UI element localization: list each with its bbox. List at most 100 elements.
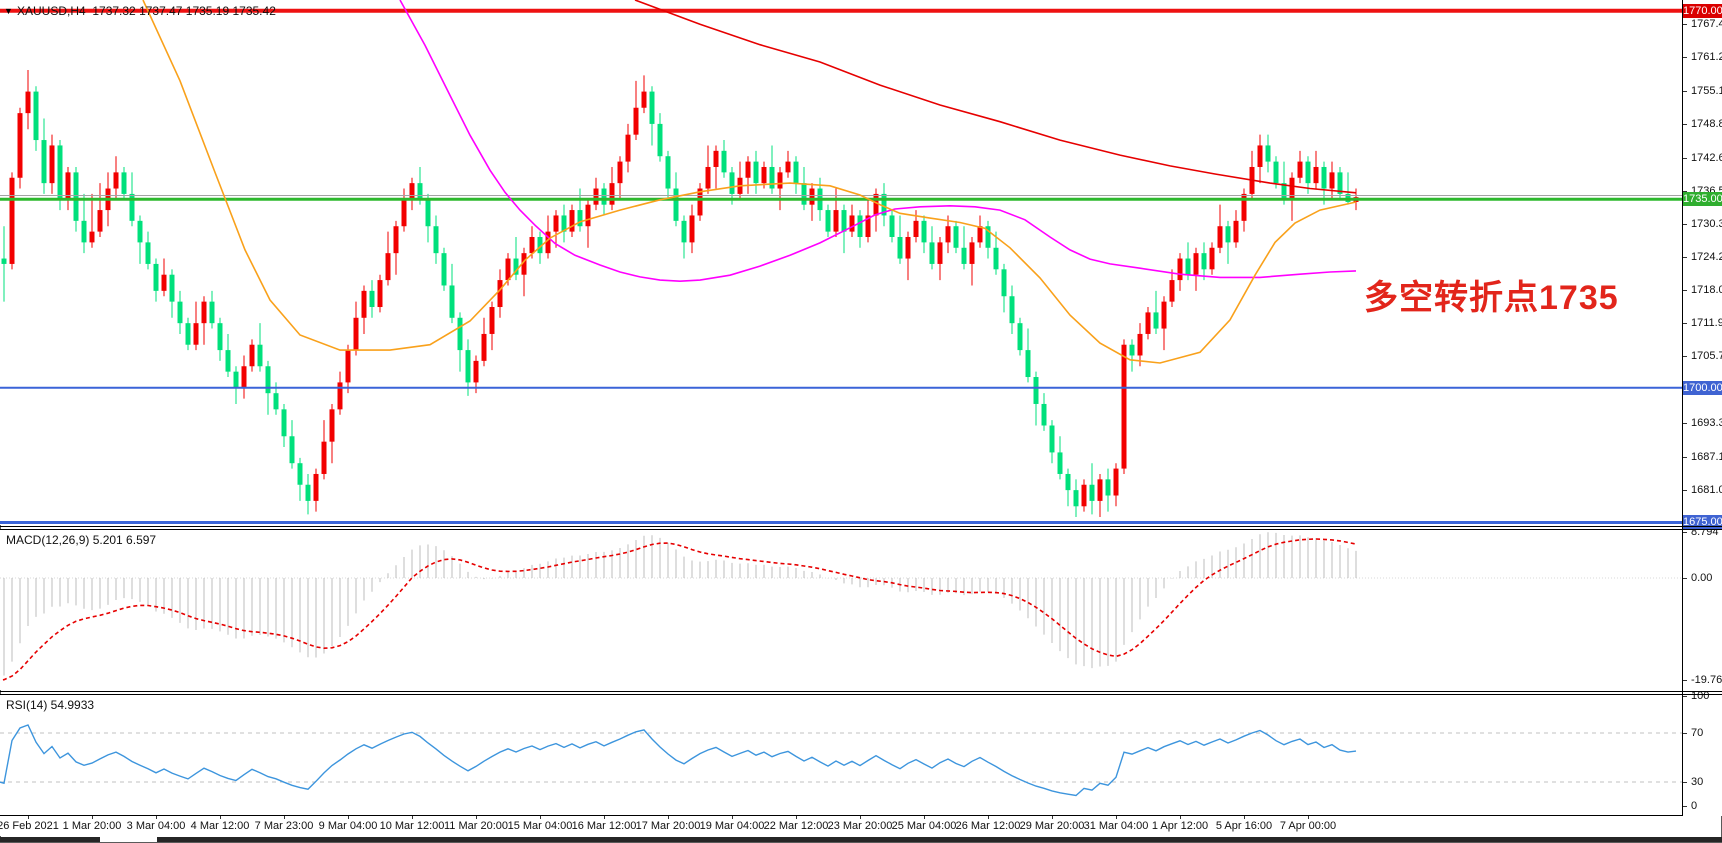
price-badge-1700.00: 1700.00: [1683, 380, 1722, 395]
macd-scale-label: 0.00: [1691, 571, 1713, 584]
macd-scale-tick: [1683, 680, 1687, 682]
price-axis-label: 1742.65: [1691, 151, 1722, 164]
ma-magenta-mid: [399, 0, 1357, 283]
price-axis-label: 1705.75: [1691, 350, 1722, 363]
macd-label: MACD(12,26,9) 5.201 6.597: [6, 533, 157, 547]
time-tick: [28, 816, 29, 819]
price-tick: [1683, 223, 1687, 225]
time-tick: [476, 816, 477, 819]
main-price-panel[interactable]: ▼ XAUUSD,H4 1737.32 1737.47 1735.19 1735…: [0, 0, 1682, 525]
time-tick: [412, 816, 413, 819]
rsi-label: RSI(14) 54.9933: [6, 698, 95, 712]
ma-red-slow: [634, 0, 1357, 194]
price-tick: [1683, 423, 1687, 425]
time-axis-label: 22 Mar 12:00: [763, 820, 829, 832]
scrollbar-thumb[interactable]: [157, 837, 1722, 842]
time-axis-label: 3 Mar 04:00: [126, 820, 186, 832]
price-axis-label: 1755.10: [1691, 84, 1722, 97]
price-tick: [1683, 290, 1687, 292]
price-axis-label: 1718.05: [1691, 284, 1722, 297]
panel-separator[interactable]: [0, 526, 1722, 527]
time-axis-label: 31 Mar 04:00: [1083, 820, 1149, 832]
axis-separator-line: [1682, 0, 1683, 816]
macd-indicator-panel[interactable]: MACD(12,26,9) 5.201 6.597: [0, 530, 1682, 690]
macd-histogram: [3, 532, 1357, 676]
macd-chart-surface[interactable]: [0, 530, 1682, 690]
panel-separator[interactable]: [0, 691, 1722, 692]
time-axis-label: 7 Mar 23:00: [254, 820, 314, 832]
time-tick: [924, 816, 925, 819]
price-badge-1735.00: 1735.00: [1683, 192, 1722, 207]
time-axis-label: 1 Apr 12:00: [1151, 820, 1209, 832]
price-tick: [1683, 24, 1687, 26]
time-tick: [348, 816, 349, 819]
price-tick: [1683, 356, 1687, 358]
time-tick: [540, 816, 541, 819]
macd-scale-tick: [1683, 577, 1687, 579]
price-tick: [1683, 489, 1687, 491]
macd-signal-line: [0, 538, 1357, 682]
time-tick: [284, 816, 285, 819]
price-badge-1770.00: 1770.00: [1683, 3, 1722, 18]
price-tick: [1683, 256, 1687, 258]
price-chart-surface[interactable]: [0, 0, 1682, 525]
price-axis-label: 1687.15: [1691, 450, 1722, 463]
price-axis-label: 1748.80: [1691, 118, 1722, 131]
time-axis-label: 9 Mar 04:00: [318, 820, 378, 832]
rsi-scale-label: 70: [1691, 726, 1704, 739]
time-axis-label: 23 Mar 20:00: [827, 820, 893, 832]
time-tick: [1308, 816, 1309, 819]
scrollbar-thumb[interactable]: [0, 837, 100, 842]
rsi-indicator-panel[interactable]: RSI(14) 54.9933: [0, 695, 1682, 815]
time-axis[interactable]: 26 Feb 2021 1 Mar 20:00 3 Mar 04:00 4 Mar 1…: [0, 816, 1682, 836]
price-tick: [1683, 323, 1687, 325]
horizontal-scrollbar[interactable]: [0, 837, 1722, 842]
price-axis[interactable]: 1767.401761.251755.101748.801742.651736.…: [1683, 0, 1722, 816]
time-axis-label: 25 Mar 04:00: [891, 820, 957, 832]
time-axis-label: 26 Feb 2021: [0, 820, 59, 832]
candlesticks[interactable]: [0, 70, 1359, 518]
time-axis-label: 4 Mar 12:00: [190, 820, 250, 832]
rsi-line: [0, 724, 1357, 797]
rsi-scale-tick: [1683, 805, 1687, 807]
time-tick: [732, 816, 733, 819]
price-axis-label: 1711.90: [1691, 317, 1722, 330]
time-axis-label: 15 Mar 04:00: [507, 820, 573, 832]
time-tick: [220, 816, 221, 819]
time-axis-label: 29 Mar 20:00: [1019, 820, 1085, 832]
time-tick: [604, 816, 605, 819]
rsi-scale-tick: [1683, 732, 1687, 734]
pivot-annotation-text[interactable]: 多空转折点1735: [1364, 279, 1619, 317]
rsi-scale-tick: [1683, 781, 1687, 783]
time-tick: [988, 816, 989, 819]
rsi-scale-label: 30: [1691, 775, 1704, 788]
time-axis-label: 7 Apr 00:00: [1279, 820, 1337, 832]
price-axis-label: 1761.25: [1691, 51, 1722, 64]
price-axis-label: 1724.20: [1691, 250, 1722, 263]
time-tick: [156, 816, 157, 819]
time-tick: [1180, 816, 1181, 819]
time-tick: [1052, 816, 1053, 819]
rsi-scale-label: 100: [1691, 689, 1710, 702]
price-axis-label: 1693.30: [1691, 417, 1722, 430]
price-axis-label: 1767.40: [1691, 18, 1722, 31]
time-axis-label: 10 Mar 12:00: [379, 820, 445, 832]
rsi-scale-label: 0: [1691, 799, 1698, 812]
time-axis-label: 16 Mar 12:00: [571, 820, 637, 832]
time-tick: [668, 816, 669, 819]
time-axis-label: 1 Mar 20:00: [62, 820, 122, 832]
time-axis-label: 11 Mar 20:00: [443, 820, 509, 832]
time-axis-label: 5 Apr 16:00: [1215, 820, 1273, 832]
time-tick: [1244, 816, 1245, 819]
time-tick: [92, 816, 93, 819]
price-tick: [1683, 157, 1687, 159]
macd-scale-label: -19.761: [1691, 674, 1722, 687]
symbol-ohlc-title: XAUUSD,H4 1737.32 1737.47 1735.19 1735.4…: [17, 4, 276, 18]
panel-separator[interactable]: [0, 529, 1722, 530]
rsi-chart-surface[interactable]: [0, 695, 1682, 815]
time-tick: [1116, 816, 1117, 819]
time-axis-label: 19 Mar 04:00: [699, 820, 765, 832]
price-axis-label: 1681.00: [1691, 483, 1722, 496]
time-tick: [860, 816, 861, 819]
panel-separator[interactable]: [0, 694, 1722, 695]
